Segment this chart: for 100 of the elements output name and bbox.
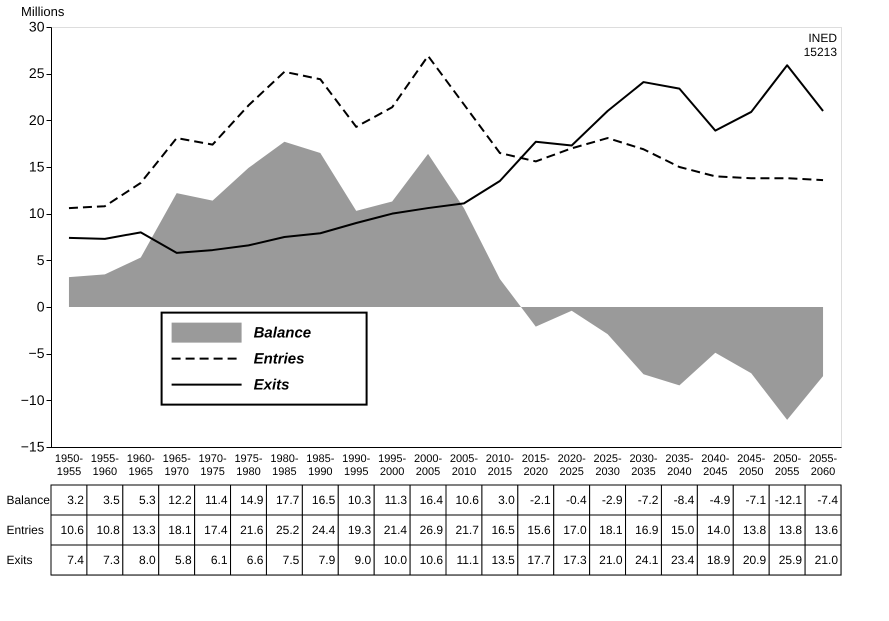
data-label: 16.5 [312,493,336,507]
data-label: 3.5 [103,493,120,507]
data-label: 13.8 [742,523,767,537]
data-label: 25.2 [276,523,300,537]
data-label: 7.4 [67,553,84,567]
data-label: 8.0 [139,553,156,567]
data-label: 18.1 [168,523,192,537]
data-label: 17.0 [563,523,587,537]
data-label: 20.9 [742,553,767,567]
data-label: 17.7 [527,553,552,567]
data-label: 7.5 [282,553,300,567]
x-tick-label: 1975-1980 [234,453,263,478]
x-tick-label: 2000-2005 [414,453,442,478]
data-label: 10.6 [60,523,84,537]
data-label: -8.4 [674,493,695,507]
text: Balance [6,493,50,507]
y-tick-label: −5 [28,345,45,362]
x-tick-label: 1960-1965 [126,453,156,478]
data-label: 13.5 [491,553,516,567]
data-label: 6.1 [210,553,228,567]
data-label: 13.3 [132,523,156,537]
legend-label: Entries [254,350,304,368]
legend-label: Exits [254,376,290,394]
y-tick-label: −15 [20,438,45,454]
data-label: 21.4 [384,523,408,537]
x-tick-label: 1985-1990 [306,453,335,478]
y-tick-label: 20 [28,112,45,128]
data-label: -4.9 [710,493,731,507]
data-label: -7.2 [638,493,659,507]
data-label: 10.6 [420,553,444,567]
data-label: 21.7 [456,523,480,537]
annotation: INED 15213 [804,31,838,59]
data-label: 23.4 [671,553,695,567]
y-tick-label: 0 [36,298,45,314]
data-label: 5.8 [174,553,192,567]
text: Exits [6,553,33,567]
y-tick-label: 25 [28,65,45,82]
data-label: 21.0 [599,553,623,567]
x-tick-label: 1955-1960 [90,453,120,478]
data-label: 14.0 [706,523,731,537]
x-tick-label: 1990-1995 [342,453,371,478]
data-label: 24.4 [312,523,336,537]
data-label: 15.6 [527,523,552,537]
data-label: 6.6 [246,553,264,567]
data-label: -0.4 [566,493,587,507]
data-label: 13.6 [814,523,838,537]
data-label: 10.6 [456,493,480,507]
data-label: -12.1 [774,493,802,507]
data-label: 5.3 [139,493,156,507]
data-label: 3.2 [67,493,84,507]
x-tick-label: 2005-2010 [450,453,478,478]
data-label: 16.4 [420,493,444,507]
x-tick-label: 1970-1975 [198,453,227,478]
data-label: 14.9 [240,493,264,507]
legend-label: Balance [254,324,312,342]
data-label: 9.0 [354,553,372,567]
data-label: 10.3 [348,493,372,507]
x-tick-label: 1950-1955 [54,453,84,478]
data-label: -2.1 [530,493,552,507]
data-label: 24.1 [635,553,659,567]
x-tick-label: 1995-2000 [378,453,407,478]
data-label: 11.3 [384,493,408,507]
data-label: 11.1 [456,553,480,567]
x-tick-label: 2015-2020 [522,453,550,478]
x-tick-label: 2045-2050 [737,453,766,478]
y-tick-label: −10 [20,392,45,408]
x-tick-label: 1980-1985 [270,453,299,478]
y-tick-label: 15 [28,158,45,174]
x-tick-label: 2050-2055 [773,453,802,478]
data-label: 18.9 [706,553,731,567]
data-label: 17.3 [563,553,587,567]
y-tick-label: 30 [28,18,45,34]
data-label: 10.0 [384,553,408,567]
x-tick-label: 1965-1970 [162,453,192,478]
x-tick-label: 2020-2025 [558,453,586,478]
data-label: 11.4 [205,493,228,507]
data-label: 7.9 [318,553,336,567]
data-label: 26.9 [420,523,444,537]
data-label: 21.0 [814,553,838,567]
data-label: 19.3 [348,523,372,537]
y-axis-title: Millions [21,4,65,19]
data-label: -2.9 [602,493,623,507]
data-label: 16.5 [491,523,516,537]
y-tick-label: 5 [36,252,45,268]
data-label: 7.3 [103,553,120,567]
text: Entries [6,523,44,537]
y-tick-label: 10 [28,205,45,222]
data-label: 17.7 [276,493,300,507]
data-label: 13.8 [778,523,802,537]
data-label: 10.8 [96,523,120,537]
data-label: -7.4 [817,493,838,507]
x-tick-label: 2010-2015 [486,453,514,478]
data-label: 25.9 [778,553,802,567]
x-tick-label: 2030-2035 [629,453,658,478]
x-tick-label: 2055-2060 [808,453,838,478]
data-label: -7.1 [745,493,766,507]
data-label: 17.4 [204,523,228,537]
data-label: 16.9 [635,523,659,537]
x-tick-label: 2035-2040 [665,453,694,478]
data-label: 21.6 [240,523,264,537]
